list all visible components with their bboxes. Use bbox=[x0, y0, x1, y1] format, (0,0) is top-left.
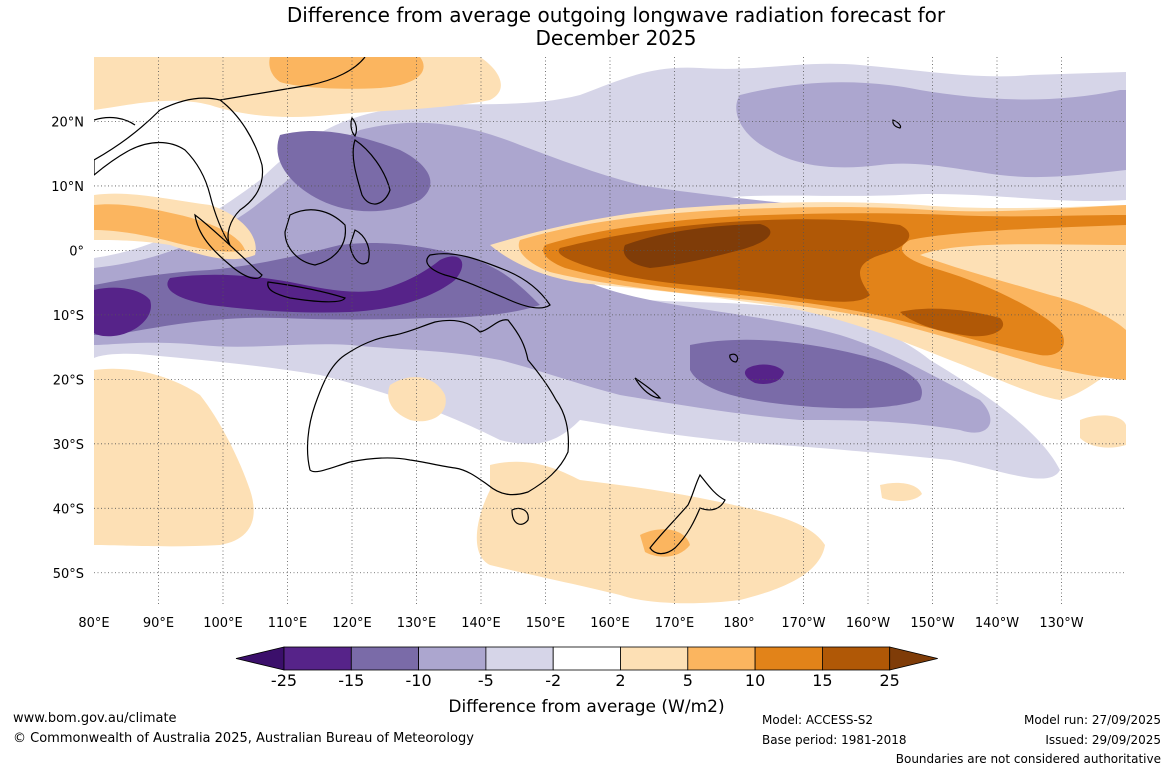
footer-model-run: Model run: 27/09/2025 bbox=[1023, 713, 1161, 727]
map-title-line2: December 2025 bbox=[535, 26, 697, 50]
footer-issued: Issued: 29/09/2025 bbox=[1045, 733, 1161, 747]
lon-label-7: 150°E bbox=[526, 616, 566, 631]
lon-label-2: 100°E bbox=[203, 616, 243, 631]
contour-dark-purple-south-pacific bbox=[690, 339, 922, 409]
colorbar-swatch-8 bbox=[822, 646, 891, 671]
colorbar-tick-9: 25 bbox=[879, 671, 900, 690]
lon-label-9: 170°E bbox=[655, 616, 695, 631]
lon-label-14: 140°W bbox=[975, 616, 1019, 631]
colorbar-swatch-7 bbox=[754, 646, 823, 671]
lat-label-1: 10°N bbox=[51, 180, 84, 195]
lon-label-8: 160°E bbox=[590, 616, 630, 631]
lat-label-0: 20°N bbox=[51, 115, 84, 130]
borneo-outline bbox=[284, 209, 346, 266]
contour-light-orange-south bbox=[94, 368, 254, 547]
lon-label-1: 90°E bbox=[143, 616, 174, 631]
taiwan-outline bbox=[350, 116, 358, 138]
colorbar-title: Difference from average (W/m2) bbox=[448, 697, 725, 717]
lat-label-5: 30°S bbox=[53, 438, 84, 453]
tasmania-outline bbox=[511, 507, 529, 525]
footer-website: www.bom.gov.au/climate bbox=[13, 711, 177, 726]
australia-outline bbox=[306, 319, 570, 496]
colorbar-tick-6: 5 bbox=[682, 671, 693, 690]
new-caledonia-outline bbox=[634, 377, 662, 399]
colorbar-extend-low bbox=[235, 646, 285, 671]
coastlines bbox=[94, 57, 902, 555]
colorbar-extend-high bbox=[889, 646, 938, 671]
map-title: Difference from average outgoing longwav… bbox=[0, 4, 1173, 50]
colorbar-tick-1: -15 bbox=[338, 671, 365, 690]
india-outline bbox=[94, 116, 136, 126]
new-zealand-outline bbox=[649, 473, 726, 555]
lon-label-11: 170°W bbox=[781, 616, 825, 631]
contour-deep-purple bbox=[167, 256, 463, 313]
lon-label-13: 150°W bbox=[910, 616, 954, 631]
contour-deepest-brown bbox=[623, 224, 771, 268]
lon-label-12: 160°W bbox=[846, 616, 890, 631]
lon-label-10: 180° bbox=[723, 616, 754, 631]
lon-label-0: 80°E bbox=[78, 616, 109, 631]
contour-light-orange-nz-east bbox=[880, 482, 922, 502]
colorbar-tick-4: -2 bbox=[545, 671, 562, 690]
colorbar-swatch-1 bbox=[350, 646, 419, 671]
anomaly-field bbox=[94, 57, 1126, 604]
colorbar-tick-7: 10 bbox=[744, 671, 766, 690]
lon-label-6: 140°E bbox=[461, 616, 501, 631]
contour-dark-purple-north bbox=[277, 130, 431, 212]
fiji-outline bbox=[729, 353, 739, 363]
colorbar-swatch-3 bbox=[485, 646, 554, 671]
colorbar-swatch-6 bbox=[687, 646, 756, 671]
contour-deep-purple-west bbox=[94, 287, 151, 337]
colorbar-swatch-5 bbox=[620, 646, 689, 671]
colorbar-tick-8: 15 bbox=[812, 671, 833, 690]
footer-base-period: Base period: 1981-2018 bbox=[762, 733, 907, 747]
longitude-labels: 80°E 90°E 100°E 110°E 120°E 130°E 140°E 150°E 16… bbox=[78, 616, 1083, 631]
lat-label-4: 20°S bbox=[53, 373, 84, 388]
contour-brown-east bbox=[900, 308, 1004, 337]
lat-label-6: 40°S bbox=[53, 502, 84, 517]
philippines-outline bbox=[352, 139, 391, 205]
colorbar-tick-5: 2 bbox=[615, 671, 626, 690]
colorbar-swatch-2 bbox=[418, 646, 487, 671]
latitude-labels: 20°N 10°N 0° 10°S 20°S 30°S 40°S 50°S bbox=[51, 115, 84, 581]
lat-label-3: 10°S bbox=[53, 309, 84, 324]
colorbar-swatch-4 bbox=[552, 646, 621, 671]
colorbar-tick-0: -25 bbox=[270, 671, 298, 690]
contour-medium-purple-north bbox=[736, 82, 1126, 178]
contour-light-orange-se-pacific bbox=[1080, 415, 1126, 448]
colorbar-tick-3: -5 bbox=[477, 671, 494, 690]
china-coast-outline bbox=[219, 57, 366, 101]
lon-label-4: 120°E bbox=[332, 616, 372, 631]
colorbar bbox=[235, 646, 938, 671]
graticule bbox=[94, 57, 1126, 605]
contour-medium-orange-nz bbox=[640, 529, 690, 557]
lat-label-7: 50°S bbox=[53, 567, 84, 582]
footer-copyright: © Commonwealth of Australia 2025, Austra… bbox=[13, 731, 474, 746]
colorbar-tick-2: -10 bbox=[405, 671, 432, 690]
contour-deep-purple-fiji bbox=[744, 364, 784, 384]
hawaii-outline bbox=[892, 119, 902, 129]
new-guinea-outline bbox=[426, 253, 551, 309]
footer-disclaimer: Boundaries are not considered authoritat… bbox=[895, 752, 1161, 766]
java-outline bbox=[267, 281, 346, 303]
asia-mainland-outline bbox=[94, 97, 264, 246]
lat-label-2: 0° bbox=[69, 244, 84, 259]
sumatra-outline bbox=[194, 213, 263, 279]
lon-label-15: 130°W bbox=[1039, 616, 1083, 631]
colorbar-swatch-0 bbox=[283, 646, 352, 671]
lon-label-3: 110°E bbox=[268, 616, 308, 631]
sulawesi-outline bbox=[349, 229, 370, 265]
footer-model: Model: ACCESS-S2 bbox=[762, 713, 874, 727]
map-title-line1: Difference from average outgoing longwav… bbox=[286, 3, 946, 27]
lon-label-5: 130°E bbox=[397, 616, 437, 631]
contour-medium-orange-west bbox=[94, 204, 245, 252]
contour-light-orange-aus bbox=[388, 377, 446, 422]
